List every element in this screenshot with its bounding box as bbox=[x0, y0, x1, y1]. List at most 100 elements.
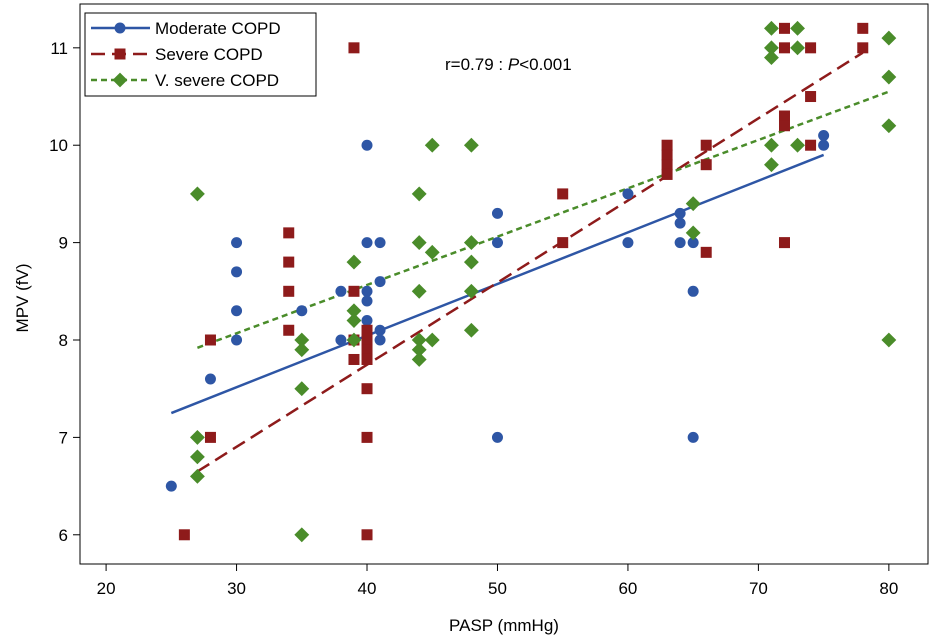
x-tick-label: 20 bbox=[97, 579, 116, 598]
circle-point bbox=[674, 237, 686, 249]
circle-point bbox=[361, 315, 373, 327]
legend-label: Moderate COPD bbox=[155, 19, 281, 38]
circle-point bbox=[687, 285, 699, 297]
fit-line bbox=[196, 51, 864, 473]
y-tick-label: 11 bbox=[50, 39, 68, 58]
diamond-point bbox=[189, 468, 205, 484]
square-point bbox=[348, 285, 360, 297]
diamond-point bbox=[346, 332, 362, 348]
square-point bbox=[778, 237, 790, 249]
diamond-point bbox=[790, 137, 805, 153]
x-axis: 20 30 40 50 60 70 80 bbox=[97, 564, 898, 598]
circle-point bbox=[361, 285, 373, 297]
square-point bbox=[283, 227, 295, 239]
circle-point bbox=[374, 324, 386, 336]
annotation-suffix: <0.001 bbox=[519, 55, 571, 74]
diamond-point bbox=[685, 196, 701, 212]
diamond-point bbox=[294, 332, 310, 348]
circle-point bbox=[335, 285, 347, 297]
square-point bbox=[361, 529, 373, 541]
circle-point bbox=[165, 480, 177, 492]
circle-point bbox=[818, 139, 830, 151]
diamond-point bbox=[346, 313, 362, 328]
x-tick-label: 40 bbox=[358, 579, 377, 598]
square-point bbox=[778, 22, 790, 34]
circle-point bbox=[335, 334, 347, 346]
square-point bbox=[778, 110, 790, 122]
diamond-point bbox=[424, 244, 440, 260]
square-point bbox=[661, 139, 673, 151]
square-point bbox=[805, 91, 817, 103]
square-point bbox=[700, 246, 712, 258]
square-point bbox=[361, 334, 373, 346]
circle-point bbox=[674, 217, 686, 229]
fit-line bbox=[170, 153, 825, 415]
square-point bbox=[700, 159, 712, 171]
diamond-point bbox=[463, 235, 479, 251]
square-point bbox=[661, 149, 673, 161]
circle-point bbox=[361, 237, 373, 249]
diamond-point bbox=[881, 332, 897, 348]
diamond-point bbox=[764, 20, 779, 36]
diamond-point bbox=[790, 40, 805, 56]
circle-point bbox=[687, 431, 699, 443]
diamond-point bbox=[463, 322, 479, 338]
legend-square-icon bbox=[114, 48, 126, 60]
diamond-point bbox=[764, 137, 779, 153]
square-point bbox=[348, 353, 360, 365]
circle-point bbox=[622, 237, 634, 249]
square-point bbox=[283, 285, 295, 297]
diamond-point bbox=[685, 225, 701, 241]
square-point bbox=[557, 188, 569, 200]
diamond-point bbox=[463, 254, 479, 270]
diamond-point bbox=[424, 137, 440, 153]
diamond-point bbox=[411, 332, 427, 348]
circle-point bbox=[231, 334, 243, 346]
legend-diamond-icon bbox=[112, 72, 128, 88]
legend-label: Severe COPD bbox=[155, 45, 263, 64]
circle-point bbox=[231, 266, 243, 278]
y-tick-label: 7 bbox=[59, 428, 68, 447]
circle-point bbox=[622, 188, 634, 200]
diamond-point bbox=[346, 254, 362, 270]
circle-point bbox=[491, 431, 503, 443]
square-point bbox=[283, 324, 295, 336]
square-point bbox=[661, 159, 673, 171]
square-point bbox=[178, 529, 190, 541]
annotation-p-label: P bbox=[508, 55, 520, 74]
diamond-point bbox=[411, 283, 427, 299]
data-markers bbox=[165, 20, 897, 543]
square-point bbox=[204, 431, 216, 443]
diamond-point bbox=[294, 527, 310, 543]
diamond-point bbox=[881, 69, 897, 85]
circle-point bbox=[361, 139, 373, 151]
circle-point bbox=[818, 129, 830, 141]
circle-point bbox=[374, 276, 386, 288]
circle-point bbox=[296, 305, 308, 317]
annotation-prefix: r=0.79 : bbox=[445, 55, 508, 74]
diamond-point bbox=[411, 342, 427, 358]
square-point bbox=[778, 120, 790, 132]
square-point bbox=[557, 237, 569, 249]
square-point bbox=[361, 383, 373, 395]
square-point bbox=[204, 334, 216, 346]
y-tick-label: 6 bbox=[59, 526, 68, 545]
x-axis-title: PASP (mmHg) bbox=[449, 616, 559, 635]
legend-label: V. severe COPD bbox=[155, 71, 279, 90]
circle-point bbox=[687, 237, 699, 249]
square-point bbox=[361, 431, 373, 443]
diamond-point bbox=[411, 186, 427, 202]
diamond-point bbox=[463, 283, 479, 299]
circle-point bbox=[491, 207, 503, 219]
plot-frame bbox=[79, 3, 929, 565]
diamond-point bbox=[881, 30, 897, 46]
diamond-point bbox=[294, 342, 310, 358]
diamond-point bbox=[463, 137, 479, 153]
diamond-point bbox=[189, 186, 205, 202]
square-point bbox=[857, 42, 869, 54]
x-tick-label: 30 bbox=[227, 579, 246, 598]
square-point bbox=[283, 256, 295, 268]
square-point bbox=[348, 42, 360, 54]
circle-point bbox=[231, 305, 243, 317]
